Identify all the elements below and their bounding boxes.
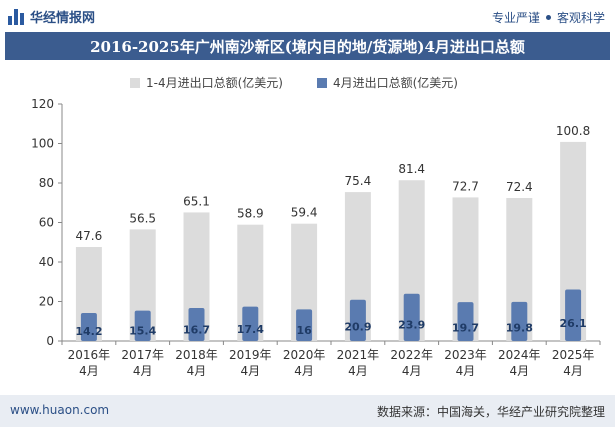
legend-item-april: 4月进出口总额(亿美元)	[316, 74, 458, 91]
bar-chart: 0 20 40 60 80 100 120 47.6 14.2 2016年 4月 56.5 15.4 20…	[31, 97, 601, 378]
bar-april	[242, 306, 259, 341]
bar-april	[457, 302, 474, 341]
legend-item-total: 1-4月进出口总额(亿美元)	[130, 74, 283, 91]
data-label-april: 17.4	[237, 323, 264, 336]
data-label-april: 19.7	[452, 321, 479, 334]
bar-april	[80, 312, 97, 341]
data-label-total: 81.4	[398, 162, 425, 176]
data-label-april: 26.1	[560, 317, 587, 330]
y-tick-label: 60	[39, 216, 54, 230]
x-tick-label: 2024年 4月	[498, 348, 541, 378]
bar-april	[511, 301, 528, 341]
logo: 华经情报网	[8, 7, 95, 26]
footer-website: www.huaon.com	[10, 403, 110, 417]
top-bar: 华经情报网 专业严谨 客观科学	[0, 0, 615, 32]
data-label-april: 20.9	[344, 321, 371, 334]
bar-chart-logo-icon	[8, 8, 24, 25]
data-label-april: 23.9	[398, 318, 425, 331]
chart-legend: 1-4月进出口总额(亿美元) 4月进出口总额(亿美元)	[130, 74, 458, 91]
data-label-total: 59.4	[291, 206, 318, 220]
x-tick-label: 2022年 4月	[390, 348, 433, 378]
data-label-total: 100.8	[556, 124, 590, 138]
x-tick-label: 2025年 4月	[552, 348, 595, 378]
legend-label-total: 1-4月进出口总额(亿美元)	[146, 76, 283, 90]
tagline-right: 客观科学	[556, 11, 605, 25]
y-tick-label: 40	[39, 255, 54, 269]
tagline-left: 专业严谨	[491, 11, 540, 25]
chart-title: 2016-2025年广州南沙新区(境内目的地/货源地)4月进出口总额	[5, 32, 610, 60]
tagline: 专业严谨 客观科学	[492, 9, 605, 26]
data-label-total: 72.7	[452, 179, 479, 193]
y-tick-label: 100	[31, 137, 54, 151]
bar-april	[403, 293, 420, 341]
x-tick-label: 2017年 4月	[121, 348, 164, 378]
x-tick-label: 2016年 4月	[68, 348, 111, 378]
bar-april	[565, 289, 582, 341]
data-label-april: 16.7	[183, 323, 210, 336]
data-label-april: 19.8	[506, 321, 533, 334]
y-tick-label: 0	[46, 334, 54, 348]
x-tick-label: 2021年 4月	[337, 348, 380, 378]
logo-text: 华经情报网	[30, 11, 96, 26]
x-tick-label: 2018年 4月	[175, 348, 218, 378]
dot-icon	[545, 15, 551, 20]
bar-april	[296, 309, 313, 341]
data-label-april: 16	[296, 324, 312, 337]
data-label-total: 65.1	[183, 194, 210, 208]
data-label-total: 47.6	[76, 229, 103, 243]
bar-april	[349, 299, 366, 341]
data-label-total: 56.5	[129, 211, 156, 225]
y-tick-label: 120	[31, 97, 54, 111]
data-label-april: 14.2	[75, 325, 102, 338]
data-label-total: 58.9	[237, 207, 264, 221]
footer-source: 数据来源：中国海关，华经产业研究院整理	[376, 405, 605, 419]
y-tick-label: 80	[39, 176, 54, 190]
legend-swatch-total	[130, 77, 140, 88]
y-tick-label: 20	[39, 295, 54, 309]
legend-swatch-april	[316, 77, 327, 88]
data-label-total: 75.4	[345, 174, 372, 188]
bar-april	[188, 308, 205, 341]
bar-april	[134, 310, 151, 341]
data-label-total: 72.4	[506, 180, 533, 194]
footer: www.huaon.com 数据来源：中国海关，华经产业研究院整理	[0, 395, 615, 427]
x-tick-label: 2020年 4月	[283, 348, 326, 378]
x-tick-label: 2019年 4月	[229, 348, 272, 378]
legend-label-april: 4月进出口总额(亿美元)	[332, 76, 458, 90]
data-label-april: 15.4	[129, 324, 156, 337]
x-tick-label: 2023年 4月	[444, 348, 487, 378]
